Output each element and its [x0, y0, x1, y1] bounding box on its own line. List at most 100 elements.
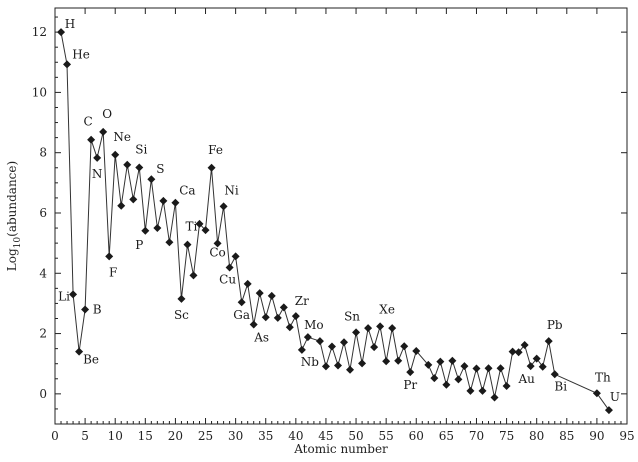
data-point [63, 60, 72, 69]
element-label: Nb [301, 355, 320, 369]
data-point [261, 313, 270, 322]
data-point [544, 337, 553, 346]
data-point [117, 201, 126, 210]
element-label: Co [209, 245, 225, 259]
data-point [237, 298, 246, 307]
x-tick-label: 90 [589, 429, 604, 443]
data-point [147, 175, 156, 184]
y-tick-label: 8 [39, 146, 47, 160]
data-point [189, 271, 198, 280]
element-label: C [84, 115, 93, 129]
data-point [129, 195, 138, 204]
data-point [364, 324, 373, 333]
x-tick-label: 10 [108, 429, 123, 443]
data-point [231, 252, 240, 261]
data-point [472, 364, 481, 373]
plot-frame [54, 7, 628, 425]
element-label: Ni [224, 183, 239, 197]
element-label: Si [135, 142, 147, 156]
x-tick-label: 35 [258, 429, 273, 443]
element-label: P [135, 238, 143, 252]
data-point [502, 382, 511, 391]
x-tick-label: 0 [51, 429, 59, 443]
series-line [60, 32, 610, 411]
data-point [592, 389, 601, 398]
data-point [279, 303, 288, 312]
data-point [346, 365, 355, 374]
element-label: Ga [233, 308, 250, 322]
y-tick-label: 12 [32, 25, 47, 39]
data-point [436, 357, 445, 366]
data-point [201, 226, 210, 235]
data-point [273, 313, 282, 322]
y-axis-title-subscript: 10 [13, 237, 23, 249]
data-point [291, 312, 300, 321]
element-label: Ne [113, 130, 131, 144]
element-label: Bi [554, 379, 567, 393]
data-point [430, 374, 439, 383]
data-point [532, 354, 541, 363]
data-point [243, 279, 252, 288]
data-point [285, 323, 294, 332]
data-point [81, 305, 90, 314]
y-tick-label: 2 [39, 327, 47, 341]
data-point [105, 252, 114, 261]
element-label: Pb [547, 318, 563, 332]
element-label: Au [517, 372, 535, 386]
x-tick-label: 45 [318, 429, 333, 443]
data-point [448, 356, 457, 365]
x-tick-label: 40 [288, 429, 303, 443]
x-tick-label: 55 [379, 429, 394, 443]
data-point [69, 290, 78, 299]
element-label: He [72, 47, 90, 61]
data-point [321, 362, 330, 371]
x-tick-label: 70 [469, 429, 484, 443]
element-label: S [156, 162, 164, 176]
y-tick-label: 4 [39, 266, 47, 280]
data-point [141, 226, 150, 235]
data-point [550, 370, 559, 379]
data-point [442, 380, 451, 389]
data-point [358, 359, 367, 368]
data-point [412, 347, 421, 356]
data-point [165, 238, 174, 247]
data-point [376, 322, 385, 331]
x-tick-label: 30 [228, 429, 243, 443]
x-axis: 0 5 10 15 20 25 30 35 40 45 50 55 60 65 70 75 80 85 90 95 [51, 8, 635, 443]
data-point [604, 406, 613, 415]
element-label: Cu [219, 273, 236, 287]
x-tick-label: 25 [198, 429, 213, 443]
y-axis-title-base: Log [5, 248, 19, 271]
data-point [460, 362, 469, 371]
series-abundance [57, 28, 613, 415]
x-tick-label: 60 [409, 429, 424, 443]
data-point [333, 361, 342, 370]
x-tick-label: 75 [499, 429, 514, 443]
data-point [93, 153, 102, 162]
data-point [327, 342, 336, 351]
data-point [478, 386, 487, 395]
data-point [123, 160, 132, 169]
element-label: Sn [344, 309, 360, 323]
data-point [388, 324, 397, 333]
data-point [406, 368, 415, 377]
data-point [75, 347, 84, 356]
y-tick-label: 0 [39, 387, 47, 401]
element-label: As [253, 331, 269, 345]
x-tick-label: 5 [81, 429, 89, 443]
data-point [484, 364, 493, 373]
plot-border [54, 7, 628, 425]
data-point [315, 337, 324, 346]
data-point [111, 150, 120, 159]
element-label: H [65, 17, 75, 31]
x-tick-label: 85 [559, 429, 574, 443]
data-point [514, 348, 523, 357]
element-label: Ca [179, 184, 195, 198]
y-axis-title-rest: (abundance) [5, 161, 19, 237]
x-tick-label: 20 [168, 429, 183, 443]
data-point [496, 364, 505, 373]
element-label: B [93, 302, 102, 316]
data-point [153, 224, 162, 233]
